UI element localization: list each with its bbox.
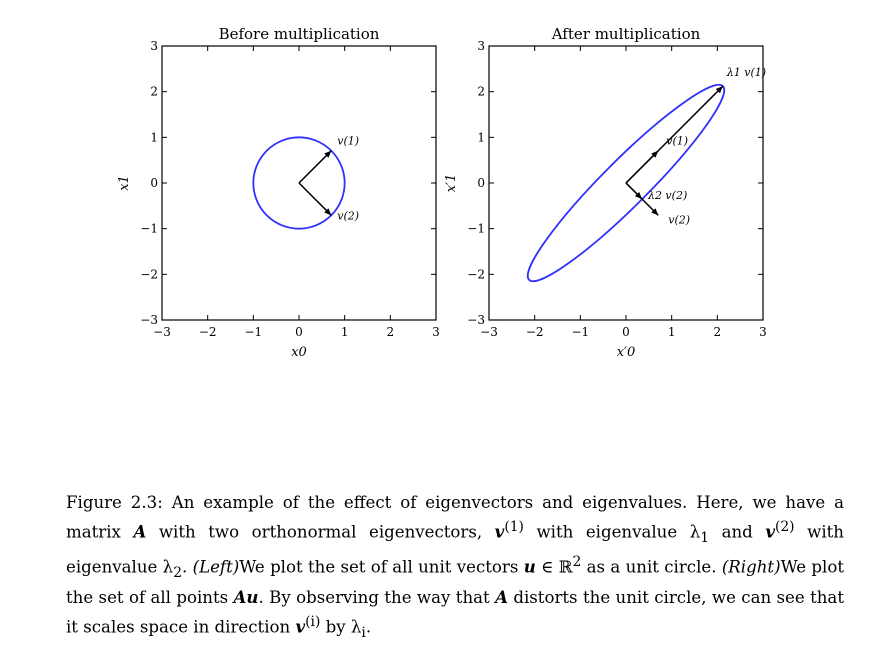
x-tick-label: −1 [244, 325, 262, 339]
y-tick-label: −2 [140, 267, 158, 281]
vector-line [625, 150, 659, 184]
figure-caption: Figure 2.3: An example of the effect of … [66, 493, 845, 641]
figure: Before multiplication−3−3−2−2−1−10011223… [117, 25, 767, 360]
x-tick-label: 2 [387, 325, 395, 339]
y-tick-label: −3 [140, 313, 158, 327]
x-tick-label: 3 [759, 325, 767, 339]
y-axis-label: x1 [117, 175, 132, 191]
vector-label: v(2) [337, 209, 359, 222]
y-axis-label: x′1 [444, 174, 459, 193]
x-tick-label: −3 [153, 325, 171, 339]
vector-arrowhead [651, 150, 659, 158]
y-tick-label: 3 [150, 39, 158, 53]
y-tick-label: −2 [467, 267, 485, 281]
vector-label: v(2) [668, 213, 690, 226]
x-tick-label: 1 [668, 325, 676, 339]
x-axis-label: x0 [291, 345, 307, 360]
vector-arrowhead [715, 86, 723, 94]
subplot-title: After multiplication [551, 25, 701, 43]
vector-label: v(1) [337, 135, 359, 148]
vector-line [298, 182, 332, 216]
x-tick-label: 1 [341, 325, 349, 339]
vector-label: λ1 v(1) [726, 66, 766, 79]
y-tick-label: 0 [477, 176, 485, 190]
vector-arrowhead [651, 208, 659, 216]
x-tick-label: 0 [295, 325, 303, 339]
y-tick-label: 2 [150, 85, 158, 99]
subplot-1: Before multiplication −3−3 −2 −2 −1 −1 0 0 1 1 2 2 3… [117, 25, 440, 360]
figure-label: Figure 2.3: [66, 493, 163, 512]
y-tick-label: 1 [477, 130, 485, 144]
y-tick-label: −1 [467, 222, 485, 236]
y-tick-label: −1 [140, 222, 158, 236]
y-tick-label: 3 [477, 39, 485, 53]
x-tick-label: −2 [199, 325, 217, 339]
x-tick-label: −2 [526, 325, 544, 339]
unit-ellipse [252, 136, 346, 230]
vector-label: λ2 v(2) [647, 189, 687, 202]
vector-label: v(1) [666, 135, 688, 148]
subplot-2: After multiplication −3−3 −2 −2 −1 −1 0 0 1 1 2 2 3 3… [444, 25, 767, 360]
y-tick-label: −3 [467, 313, 485, 327]
vector-line [625, 182, 659, 216]
x-tick-label: 3 [432, 325, 440, 339]
vector-line [298, 150, 332, 184]
subplot-title: Before multiplication [219, 25, 380, 43]
x-tick-label: −3 [480, 325, 498, 339]
vector-arrowhead [324, 150, 332, 158]
vector-arrowhead [324, 208, 332, 216]
x-axis-label: x′0 [617, 345, 636, 360]
y-tick-label: 0 [150, 176, 158, 190]
y-tick-label: 2 [477, 85, 485, 99]
x-tick-label: 2 [714, 325, 722, 339]
y-tick-label: 1 [150, 130, 158, 144]
x-tick-label: −1 [571, 325, 589, 339]
x-tick-label: 0 [622, 325, 630, 339]
